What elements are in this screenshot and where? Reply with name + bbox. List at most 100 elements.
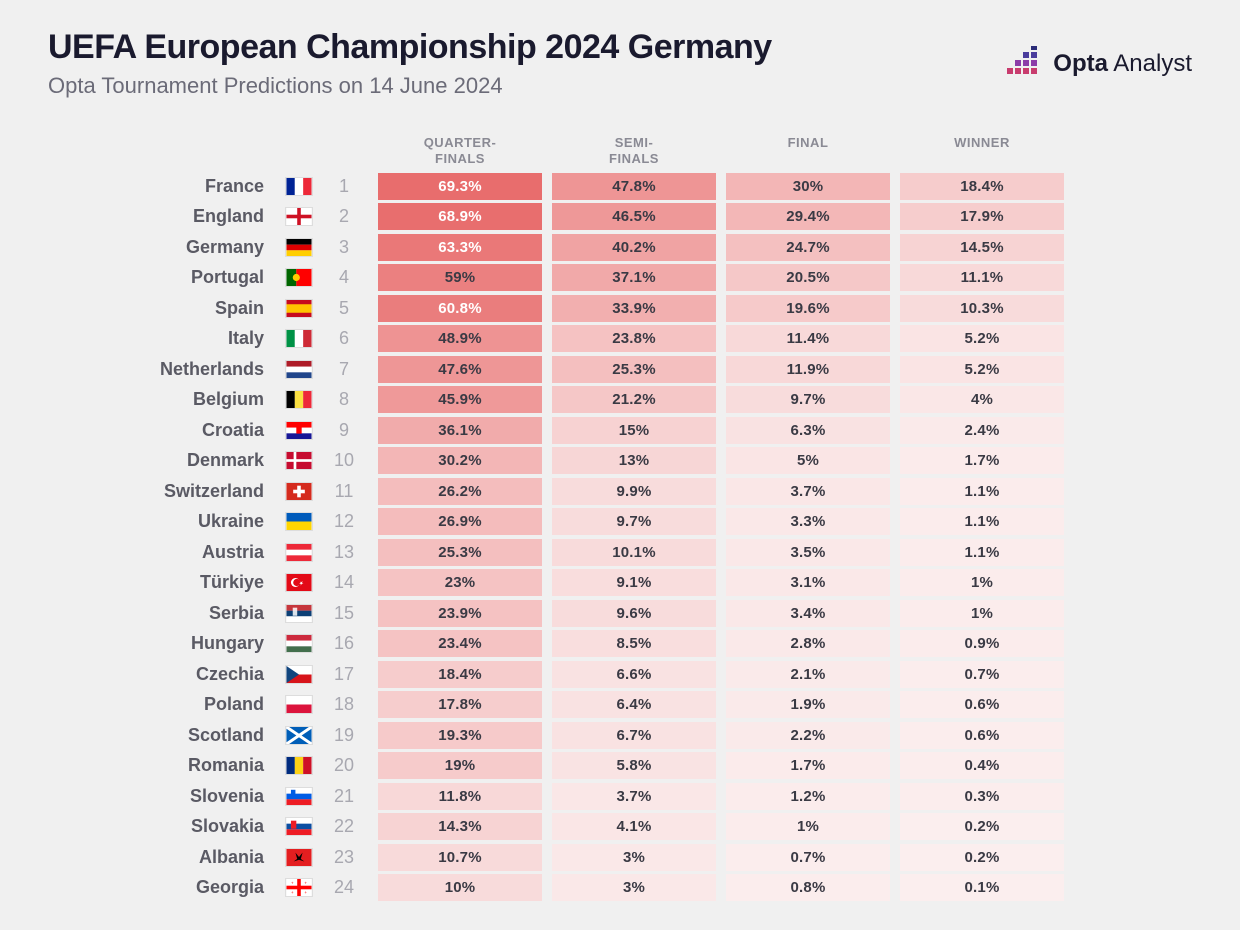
flag-icon [278, 238, 320, 257]
table-row: Hungary1623.4%8.5%2.8%0.9% [48, 629, 1192, 660]
data-cell: 3.3% [726, 508, 890, 535]
data-cell: 3.7% [552, 783, 716, 810]
data-cell: 14.5% [900, 234, 1064, 261]
data-cell: 23% [378, 569, 542, 596]
data-cell: 9.6% [552, 600, 716, 627]
data-cell: 5.8% [552, 752, 716, 779]
data-cell: 48.9% [378, 325, 542, 352]
rank-number: 7 [320, 359, 368, 380]
flag-icon [278, 573, 320, 592]
table-row: Switzerland1126.2%9.9%3.7%1.1% [48, 476, 1192, 507]
rank-number: 3 [320, 237, 368, 258]
table-row: Denmark1030.2%13%5%1.7% [48, 446, 1192, 477]
data-cell: 9.7% [726, 386, 890, 413]
data-cell: 18.4% [378, 661, 542, 688]
data-cell: 37.1% [552, 264, 716, 291]
table-row: Germany363.3%40.2%24.7%14.5% [48, 232, 1192, 263]
flag-icon [278, 543, 320, 562]
table-row: Scotland1919.3%6.7%2.2%0.6% [48, 720, 1192, 751]
country-name: Ukraine [48, 511, 278, 532]
data-cell: 33.9% [552, 295, 716, 322]
country-name: Poland [48, 694, 278, 715]
data-cell: 29.4% [726, 203, 890, 230]
data-cell: 5.2% [900, 356, 1064, 383]
header: UEFA European Championship 2024 Germany … [48, 28, 1192, 99]
data-cell: 6.4% [552, 691, 716, 718]
country-name: Portugal [48, 267, 278, 288]
data-cell: 1.1% [900, 508, 1064, 535]
table-row: Serbia1523.9%9.6%3.4%1% [48, 598, 1192, 629]
data-cell: 17.8% [378, 691, 542, 718]
data-cell: 59% [378, 264, 542, 291]
data-cell: 0.3% [900, 783, 1064, 810]
rank-number: 10 [320, 450, 368, 471]
data-cell: 10.3% [900, 295, 1064, 322]
data-cell: 1.7% [726, 752, 890, 779]
data-cell: 23.8% [552, 325, 716, 352]
data-cell: 36.1% [378, 417, 542, 444]
data-cell: 24.7% [726, 234, 890, 261]
data-cell: 13% [552, 447, 716, 474]
table-row: Ukraine1226.9%9.7%3.3%1.1% [48, 507, 1192, 538]
data-cell: 30.2% [378, 447, 542, 474]
rank-number: 21 [320, 786, 368, 807]
flag-icon [278, 299, 320, 318]
flag-icon [278, 390, 320, 409]
svg-text:+: + [291, 881, 294, 886]
table-row: Netherlands747.6%25.3%11.9%5.2% [48, 354, 1192, 385]
brand-logo: Opta Analyst [1007, 46, 1192, 81]
data-cell: 9.9% [552, 478, 716, 505]
brand-name-bold: Opta [1053, 50, 1108, 77]
flag-icon [278, 634, 320, 653]
data-cell: 19% [378, 752, 542, 779]
rank-number: 15 [320, 603, 368, 624]
data-cell: 63.3% [378, 234, 542, 261]
data-cell: 0.7% [900, 661, 1064, 688]
country-name: Georgia [48, 877, 278, 898]
rank-number: 16 [320, 633, 368, 654]
data-cell: 5.2% [900, 325, 1064, 352]
table-row: Poland1817.8%6.4%1.9%0.6% [48, 690, 1192, 721]
data-cell: 0.1% [900, 874, 1064, 901]
data-cell: 15% [552, 417, 716, 444]
svg-text:+: + [291, 890, 294, 895]
flag-icon: ++++ [278, 878, 320, 897]
data-cell: 0.8% [726, 874, 890, 901]
data-cell: 11.8% [378, 783, 542, 810]
data-cell: 0.7% [726, 844, 890, 871]
country-name: Hungary [48, 633, 278, 654]
data-cell: 20.5% [726, 264, 890, 291]
brand-logo-icon [1007, 46, 1043, 81]
flag-icon [278, 817, 320, 836]
predictions-table: QUARTER-FINALSSEMI-FINALSFINALWINNER Fra… [48, 121, 1192, 903]
rank-number: 12 [320, 511, 368, 532]
data-cell: 1.9% [726, 691, 890, 718]
country-name: Italy [48, 328, 278, 349]
column-header: FINAL [726, 135, 890, 168]
data-cell: 0.2% [900, 813, 1064, 840]
data-cell: 0.6% [900, 722, 1064, 749]
table-header-row: QUARTER-FINALSSEMI-FINALSFINALWINNER [48, 121, 1192, 167]
data-cell: 21.2% [552, 386, 716, 413]
data-cell: 6.7% [552, 722, 716, 749]
country-name: Albania [48, 847, 278, 868]
data-cell: 46.5% [552, 203, 716, 230]
table-row: Georgia++++2410%3%0.8%0.1% [48, 873, 1192, 904]
flag-icon [278, 177, 320, 196]
flag-icon [278, 604, 320, 623]
country-name: Czechia [48, 664, 278, 685]
flag-icon [278, 451, 320, 470]
data-cell: 25.3% [378, 539, 542, 566]
data-cell: 2.2% [726, 722, 890, 749]
data-cell: 8.5% [552, 630, 716, 657]
table-row: England268.9%46.5%29.4%17.9% [48, 202, 1192, 233]
rank-number: 24 [320, 877, 368, 898]
column-header: QUARTER-FINALS [378, 135, 542, 168]
data-cell: 1% [726, 813, 890, 840]
data-cell: 0.6% [900, 691, 1064, 718]
country-name: Slovenia [48, 786, 278, 807]
data-cell: 69.3% [378, 173, 542, 200]
country-name: Belgium [48, 389, 278, 410]
data-cell: 30% [726, 173, 890, 200]
data-cell: 2.1% [726, 661, 890, 688]
